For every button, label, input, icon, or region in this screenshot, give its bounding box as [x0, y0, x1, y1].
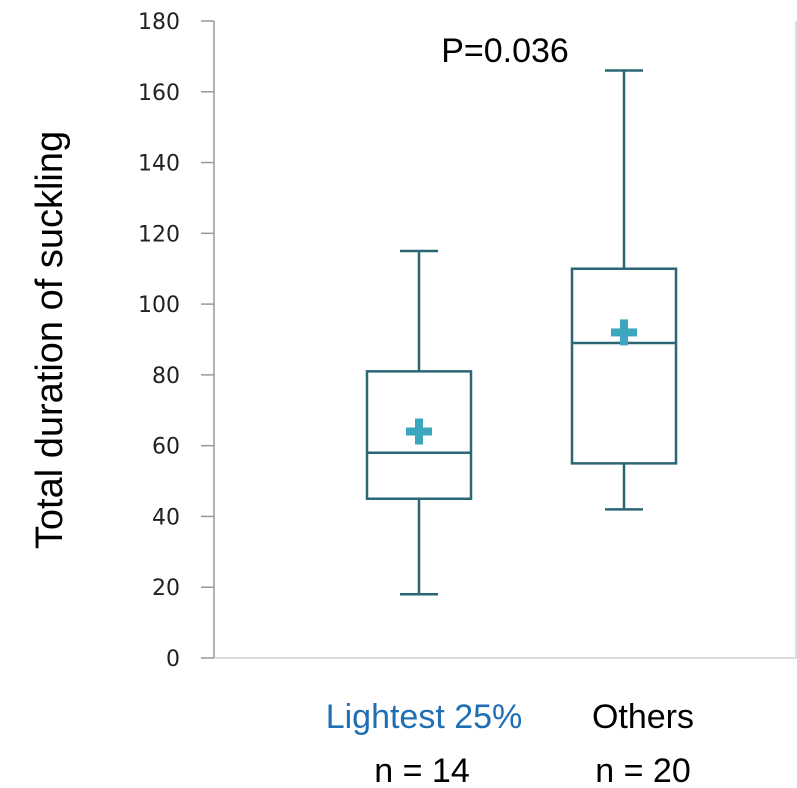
iqr-box [570, 267, 678, 465]
y-tick-label: 100 [138, 293, 180, 318]
y-tick-label: 120 [138, 222, 180, 247]
plot-area: 0 20 40 60 80 100 120 140 160 180 [138, 10, 797, 672]
y-tick-label: 0 [166, 647, 180, 672]
mean-marker [611, 319, 637, 346]
y-tick-label: 40 [152, 505, 180, 530]
category-label: Lightest 25% [326, 698, 523, 736]
mean-marker [406, 418, 432, 445]
box-group [570, 69, 678, 511]
y-tick-label: 160 [138, 81, 180, 106]
boxes [365, 69, 678, 596]
y-tick-label: 80 [152, 364, 180, 389]
category-labels: Lightest 25% n = 14 Others n = 20 [326, 698, 694, 788]
category-label: Others [592, 698, 694, 736]
y-ticks: 0 20 40 60 80 100 120 140 160 180 [138, 10, 214, 672]
category-n-label: n = 14 [374, 752, 469, 788]
y-tick-label: 20 [152, 576, 180, 601]
box-group [365, 249, 473, 596]
y-tick-label: 140 [138, 152, 180, 177]
p-value-annotation: P=0.036 [441, 32, 569, 70]
y-tick-label: 60 [152, 435, 180, 460]
y-tick-label: 180 [138, 10, 180, 35]
y-axis-label: Total duration of suckling [29, 131, 71, 549]
category-n-label: n = 20 [595, 752, 690, 788]
